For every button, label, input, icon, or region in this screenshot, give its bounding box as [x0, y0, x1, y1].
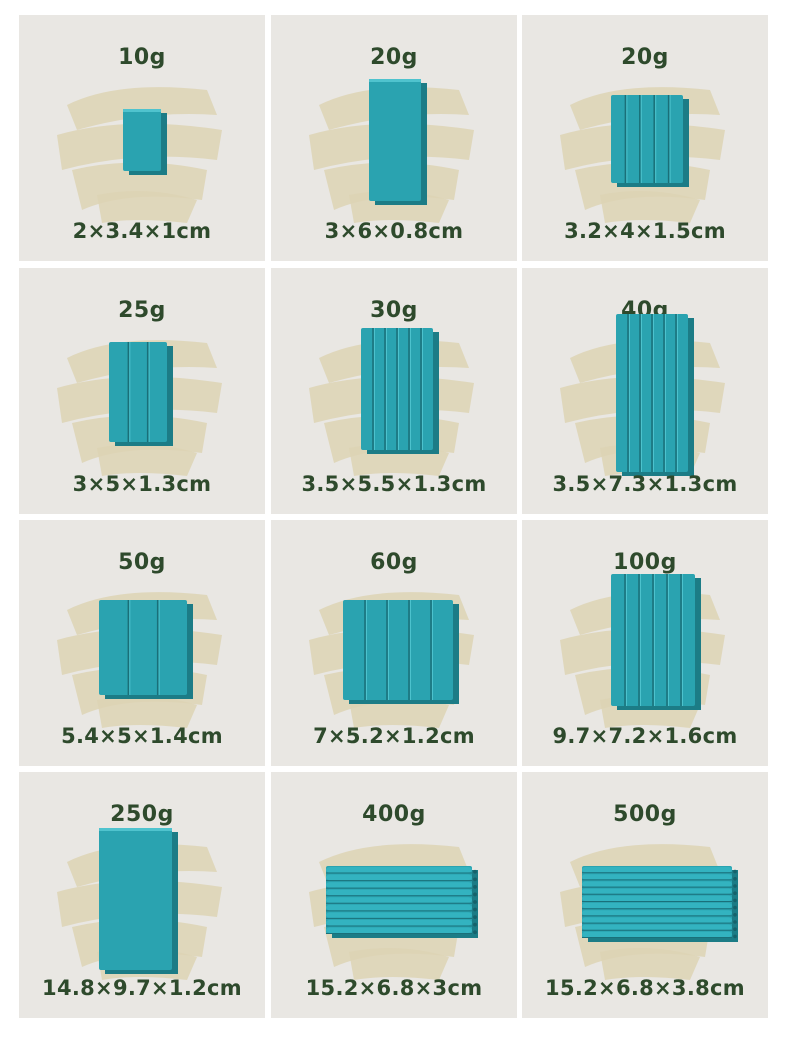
dimensions-label: 7×5.2×1.2cm	[313, 724, 475, 748]
product-card: 60g 7×5.2×1.2cm	[271, 520, 517, 766]
product-card: 500g 15.2×6.8×3.8cm	[522, 772, 768, 1018]
weight-label: 400g	[362, 802, 426, 827]
product-card: 20g 3.2×4×1.5cm	[522, 15, 768, 261]
dimensions-label: 3×5×1.3cm	[72, 472, 212, 496]
product-block-image	[611, 95, 689, 187]
dimensions-label: 15.2×6.8×3.8cm	[545, 976, 745, 1000]
weight-label: 10g	[118, 45, 166, 70]
weight-label: 60g	[370, 550, 418, 575]
dimensions-label: 3×6×0.8cm	[324, 219, 464, 243]
product-block-image	[361, 328, 439, 454]
weight-label: 100g	[613, 550, 677, 575]
dimensions-label: 9.7×7.2×1.6cm	[552, 724, 738, 748]
dimensions-label: 14.8×9.7×1.2cm	[42, 976, 242, 1000]
product-card: 30g 3.5×5.5×1.3cm	[271, 268, 517, 514]
dimensions-label: 3.5×7.3×1.3cm	[552, 472, 738, 496]
weight-label: 20g	[621, 45, 669, 70]
product-block-image	[611, 574, 701, 710]
product-card: 50g 5.4×5×1.4cm	[19, 520, 265, 766]
weight-label: 250g	[110, 802, 174, 827]
product-block-image	[343, 600, 459, 704]
product-block-image	[616, 314, 694, 476]
product-card: 20g 3×6×0.8cm	[271, 15, 517, 261]
dimensions-label: 5.4×5×1.4cm	[61, 724, 223, 748]
weight-label: 25g	[118, 298, 166, 323]
dimensions-label: 3.5×5.5×1.3cm	[301, 472, 487, 496]
dimensions-label: 2×3.4×1cm	[72, 219, 212, 243]
product-block-image	[326, 866, 478, 938]
product-card: 400g 15.2×6.8×3cm	[271, 772, 517, 1018]
product-block-image	[582, 866, 738, 942]
brush-stroke-decoration	[57, 87, 222, 223]
product-block-image	[369, 79, 427, 205]
product-block-image	[99, 600, 193, 699]
product-block-image	[99, 828, 178, 974]
dimensions-label: 3.2×4×1.5cm	[564, 219, 726, 243]
weight-label: 30g	[370, 298, 418, 323]
product-card: 40g 3.5×7.3×1.3cm	[522, 268, 768, 514]
weight-label: 500g	[613, 802, 677, 827]
weight-label: 50g	[118, 550, 166, 575]
weight-label: 20g	[370, 45, 418, 70]
product-card: 10g 2×3.4×1cm	[19, 15, 265, 261]
product-card: 100g 9.7×7.2×1.6cm	[522, 520, 768, 766]
dimensions-label: 15.2×6.8×3cm	[305, 976, 483, 1000]
product-block-image	[109, 342, 173, 446]
product-block-image	[123, 109, 167, 175]
product-card: 250g 14.8×9.7×1.2cm	[19, 772, 265, 1018]
product-card: 25g 3×5×1.3cm	[19, 268, 265, 514]
